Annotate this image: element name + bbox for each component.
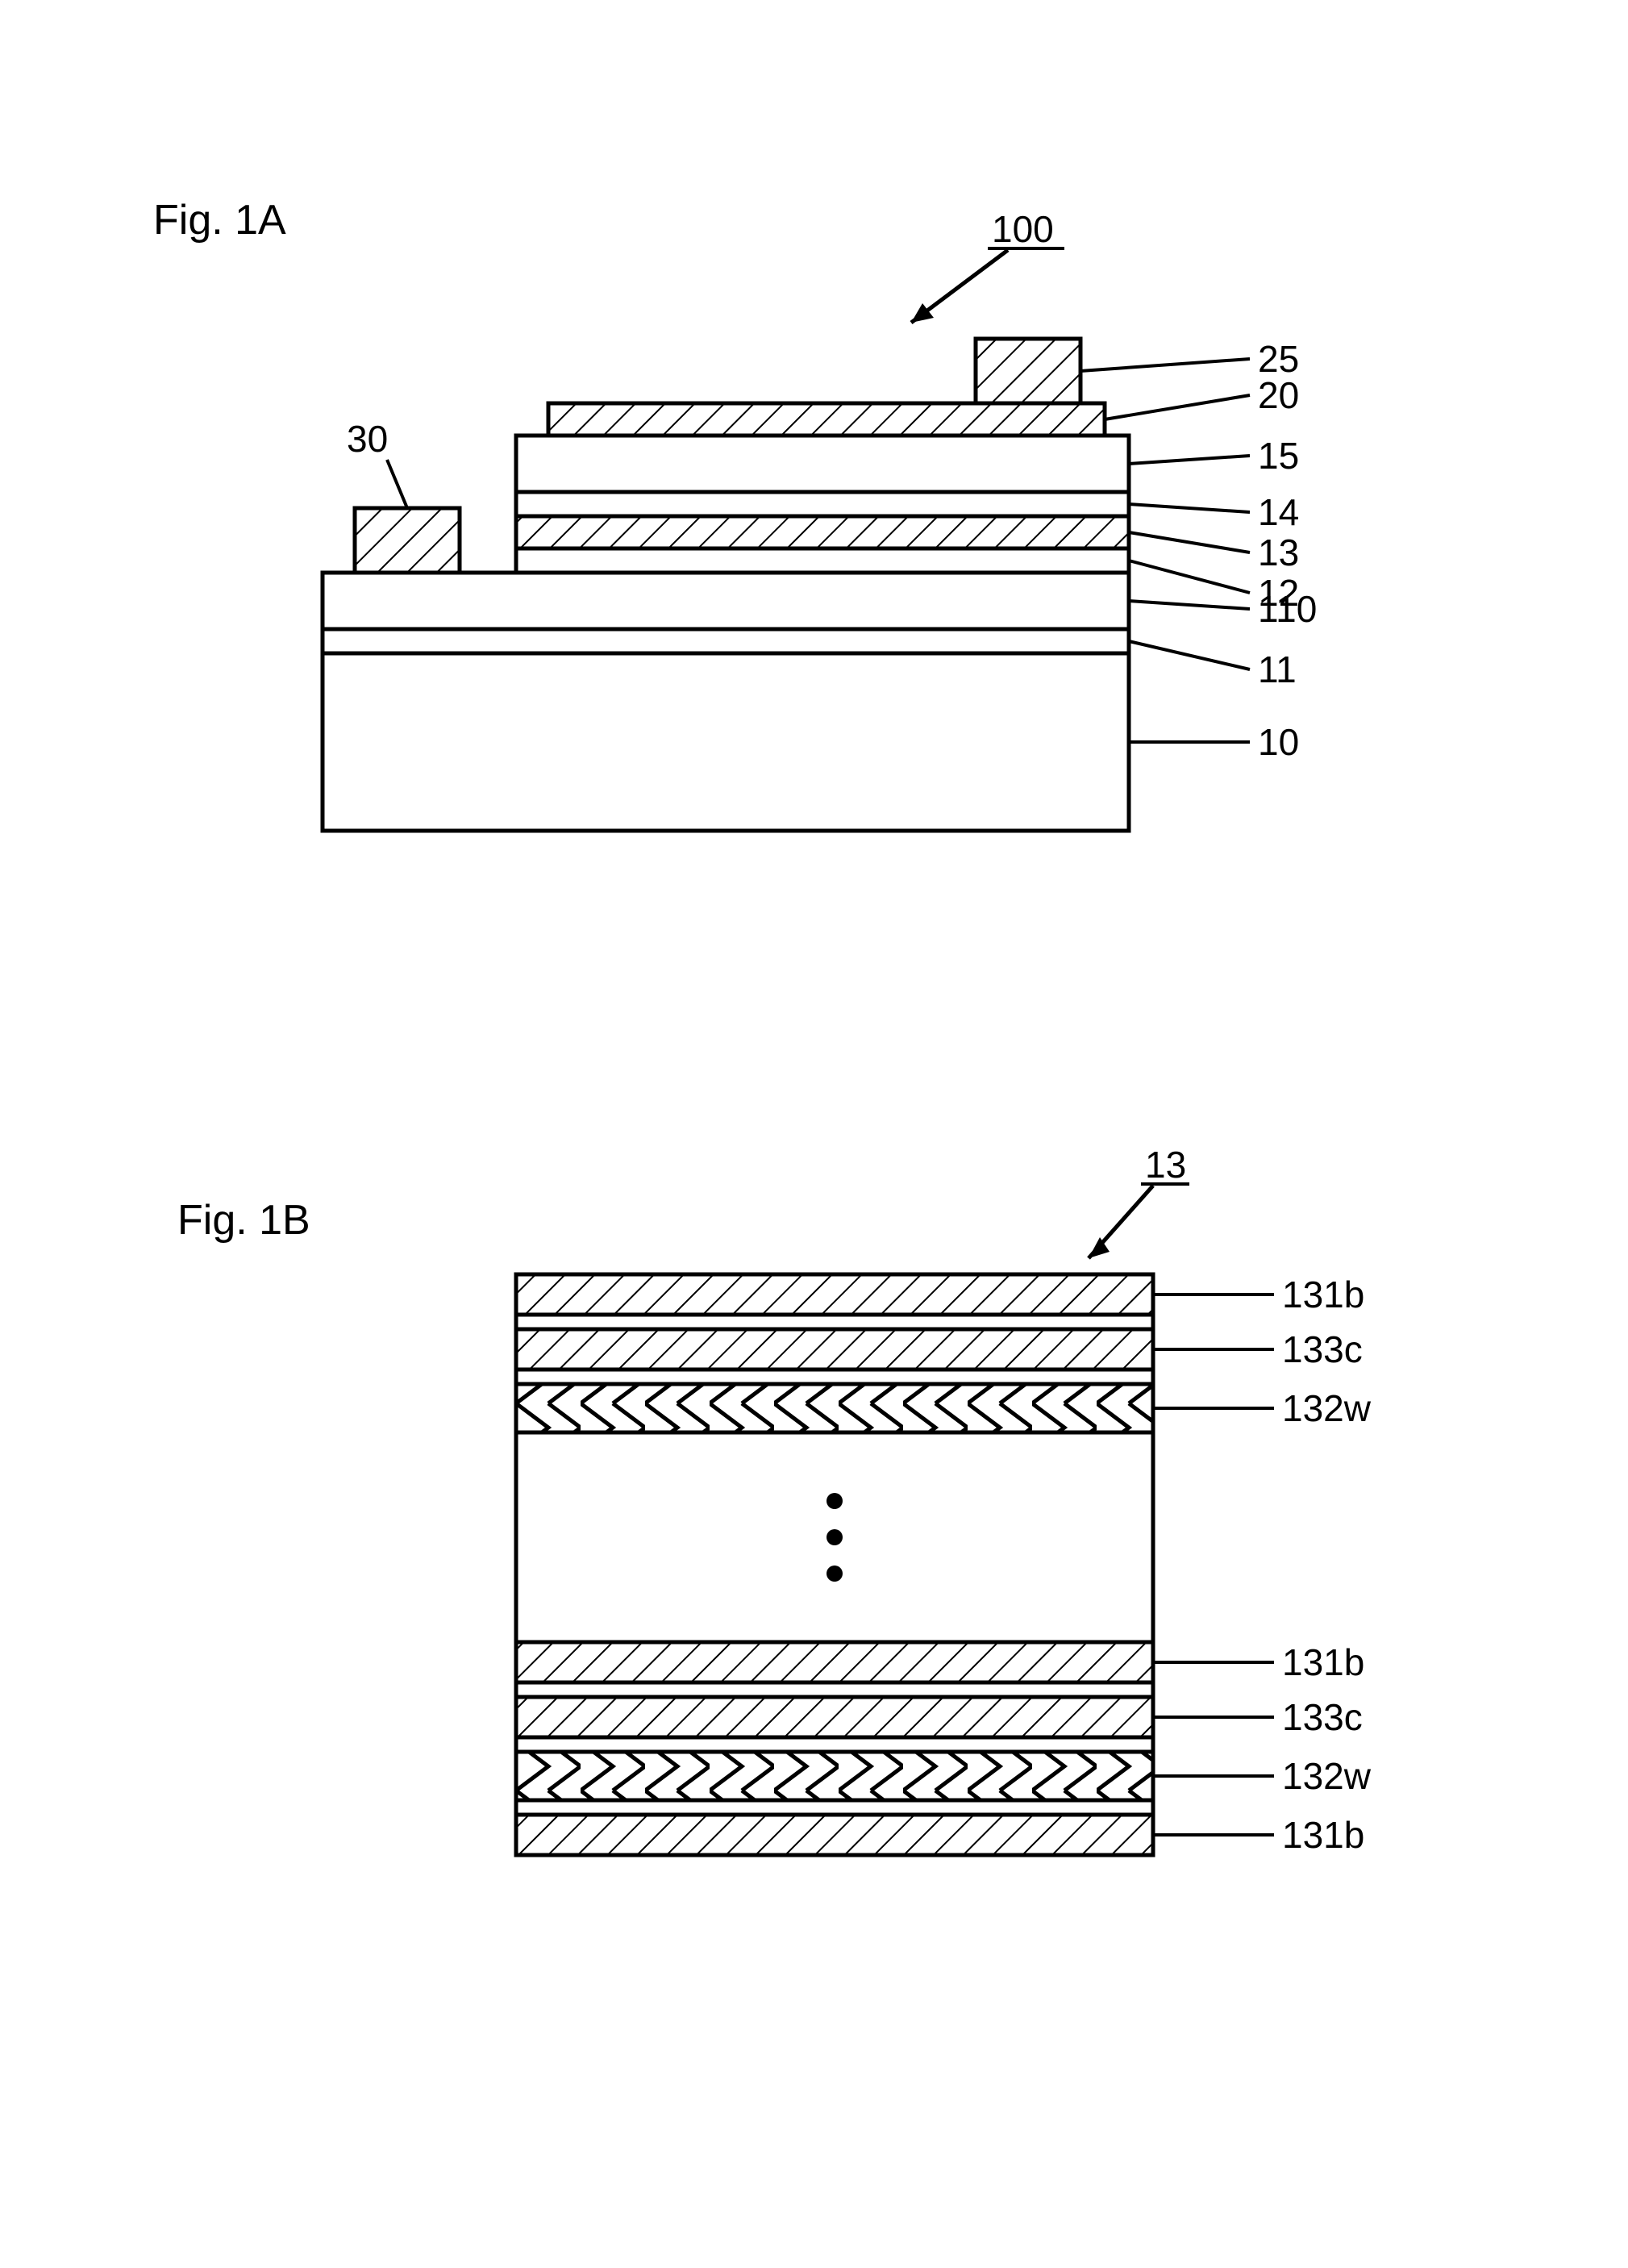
layer-10	[323, 653, 1129, 831]
layer-110	[323, 573, 1129, 629]
mqw-layer-132w	[516, 1384, 1153, 1432]
mqw-label-133c: 133c	[1282, 1696, 1363, 1738]
layer-label-13: 13	[1258, 532, 1299, 573]
mqw-layer-133c	[516, 1329, 1153, 1370]
mqw-layer-132w	[516, 1752, 1153, 1800]
layer-label-15: 15	[1258, 435, 1299, 477]
fig-b-label: Fig. 1B	[177, 1197, 310, 1244]
mqw-label-131b: 131b	[1282, 1274, 1364, 1315]
mqw-label-131b: 131b	[1282, 1814, 1364, 1856]
ellipsis-dot	[826, 1529, 843, 1545]
layer-15	[516, 436, 1129, 492]
layer-label-11: 11	[1258, 648, 1297, 690]
electrode-30-label: 30	[347, 418, 388, 460]
ellipsis-dot	[826, 1566, 843, 1582]
mqw-label-132w: 132w	[1282, 1755, 1372, 1797]
layer-12	[516, 548, 1129, 573]
mqw-layer-131b	[516, 1274, 1153, 1315]
mqw-label-132w: 132w	[1282, 1387, 1372, 1429]
electrode-30	[355, 508, 460, 573]
layer-label-14: 14	[1258, 491, 1299, 533]
layer-20	[548, 403, 1105, 436]
mqw-layer-131b	[516, 1642, 1153, 1682]
layer-label-20: 20	[1258, 374, 1299, 416]
layer-label-10: 10	[1258, 721, 1299, 763]
ref-13: 13	[1145, 1144, 1186, 1186]
ref-100: 100	[992, 208, 1054, 250]
mqw-layer-133c	[516, 1697, 1153, 1737]
layer-label-110: 110	[1258, 588, 1317, 630]
mqw-label-131b: 131b	[1282, 1641, 1364, 1683]
diagram-svg: Fig. 1A252015141312110111010030Fig. 1B13…	[0, 0, 1628, 2268]
layer-14	[516, 492, 1129, 516]
layer-11	[323, 629, 1129, 653]
layer-13	[516, 516, 1129, 548]
mqw-layer-131b	[516, 1815, 1153, 1855]
page: Fig. 1A252015141312110111010030Fig. 1B13…	[0, 0, 1628, 2268]
mqw-label-133c: 133c	[1282, 1328, 1363, 1370]
fig-a-label: Fig. 1A	[153, 197, 286, 244]
electrode-25	[976, 339, 1080, 403]
ellipsis-dot	[826, 1493, 843, 1509]
